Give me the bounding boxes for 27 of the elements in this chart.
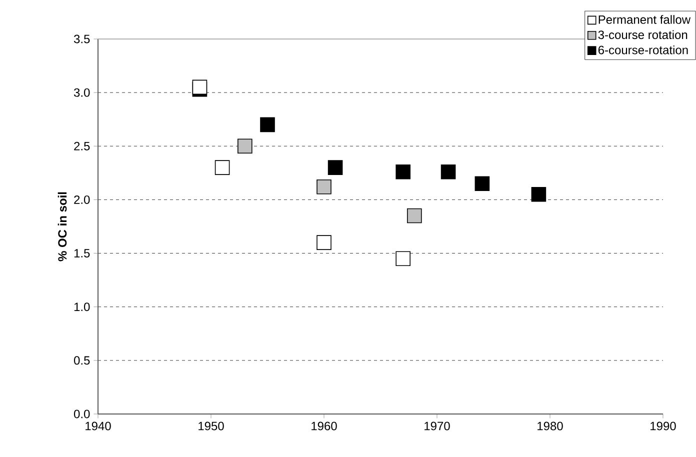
point	[260, 117, 275, 132]
legend-label: 6-course-rotation	[598, 45, 688, 54]
x-tick-label: 1980	[538, 422, 563, 430]
legend-label: 3-course rotation	[598, 30, 688, 40]
point	[407, 208, 422, 224]
point	[474, 176, 490, 192]
y-tick-label: 0.5	[74, 356, 90, 365]
y-tick-label: 2.0	[74, 195, 90, 204]
legend-label: Permanent fallow	[598, 15, 691, 24]
x-tick-label: 1940	[86, 422, 111, 430]
point	[238, 138, 252, 154]
point	[316, 179, 332, 194]
point	[440, 164, 456, 180]
y-tick-label: 2.5	[74, 142, 90, 150]
y-tick-label: 0.0	[74, 410, 90, 418]
y-tick-label: 3.0	[74, 88, 90, 97]
point	[328, 160, 343, 175]
y-axis-title: % OC in soil	[58, 192, 67, 262]
point	[531, 186, 546, 202]
y-tick-label: 3.5	[74, 34, 90, 44]
x-tick-label: 1960	[312, 422, 337, 430]
point	[396, 164, 410, 180]
x-tick-label: 1970	[424, 422, 450, 430]
x-tick-label: 1990	[650, 422, 676, 430]
x-tick-label: 1950	[198, 422, 224, 430]
y-tick-label: 1.0	[74, 302, 90, 312]
y-tick-label: 1.5	[74, 249, 90, 258]
